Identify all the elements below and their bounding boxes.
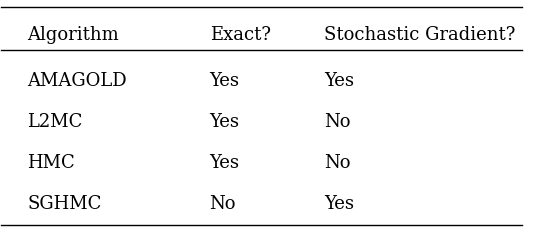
- Text: Yes: Yes: [210, 72, 240, 90]
- Text: Yes: Yes: [324, 194, 354, 212]
- Text: Yes: Yes: [210, 153, 240, 171]
- Text: No: No: [210, 194, 236, 212]
- Text: No: No: [324, 112, 351, 130]
- Text: No: No: [324, 153, 351, 171]
- Text: L2MC: L2MC: [28, 112, 83, 130]
- Text: AMAGOLD: AMAGOLD: [28, 72, 127, 90]
- Text: HMC: HMC: [28, 153, 75, 171]
- Text: Exact?: Exact?: [210, 26, 270, 44]
- Text: Stochastic Gradient?: Stochastic Gradient?: [324, 26, 516, 44]
- Text: Yes: Yes: [324, 72, 354, 90]
- Text: SGHMC: SGHMC: [28, 194, 102, 212]
- Text: Yes: Yes: [210, 112, 240, 130]
- Text: Algorithm: Algorithm: [28, 26, 119, 44]
